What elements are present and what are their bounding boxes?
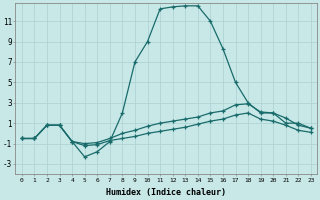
X-axis label: Humidex (Indice chaleur): Humidex (Indice chaleur) (106, 188, 226, 197)
